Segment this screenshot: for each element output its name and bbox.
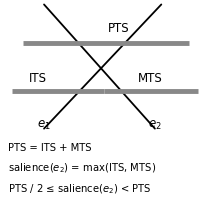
Text: $e_2$: $e_2$ [148, 119, 162, 132]
Text: salience($e_2$) = max(ITS, MTS): salience($e_2$) = max(ITS, MTS) [8, 161, 156, 175]
Text: PTS / 2 ≤ salience($e_2$) < PTS: PTS / 2 ≤ salience($e_2$) < PTS [8, 183, 151, 196]
Text: $e_1$: $e_1$ [37, 119, 51, 132]
Text: PTS: PTS [108, 22, 130, 35]
Text: ITS: ITS [29, 72, 47, 84]
Text: PTS = ITS + MTS: PTS = ITS + MTS [8, 143, 91, 153]
Text: MTS: MTS [138, 72, 163, 84]
